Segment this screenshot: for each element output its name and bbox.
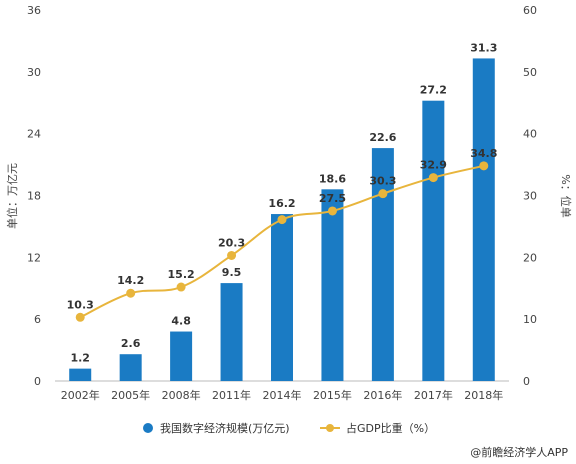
x-tick-label: 2014年 xyxy=(263,388,302,402)
y-tick-label-right: 20 xyxy=(523,251,537,264)
bar-data-label: 1.2 xyxy=(70,352,90,365)
bar-data-label: 18.6 xyxy=(319,172,346,185)
y-axis-title-left: 单位：万亿元 xyxy=(5,163,19,229)
line-data-label: 32.9 xyxy=(420,159,447,172)
line-data-label: 34.8 xyxy=(470,147,497,160)
line-point xyxy=(378,189,388,199)
line-data-label: 14.2 xyxy=(117,274,144,287)
axes: 0 6 12 18 24 30 36 0 10 20 30 40 50 60 2002年 2005年 2008年… xyxy=(27,4,537,402)
y-tick-label-left: 0 xyxy=(34,375,41,388)
legend-bar-label: 我国数字经济规模(万亿元) xyxy=(160,421,290,435)
x-tick-label: 2016年 xyxy=(363,388,402,402)
bar xyxy=(321,189,344,381)
line-data-label: 15.2 xyxy=(168,268,195,281)
line-point xyxy=(227,250,237,260)
y-tick-label-left: 6 xyxy=(34,313,41,326)
x-tick-label: 2002年 xyxy=(61,388,100,402)
y-tick-label-left: 12 xyxy=(27,251,41,264)
y-tick-label-right: 50 xyxy=(523,66,537,79)
legend-line-label: 占GDP比重（%） xyxy=(346,421,435,435)
bar xyxy=(69,368,92,381)
x-tick-label: 2018年 xyxy=(464,388,503,402)
line-point xyxy=(277,215,287,225)
line-data-label: 10.3 xyxy=(67,298,94,311)
y-tick-label-right: 30 xyxy=(523,190,537,203)
bar xyxy=(422,100,445,381)
bar-data-label: 27.2 xyxy=(420,84,447,97)
source-caption: @前瞻经济学人APP xyxy=(470,445,568,459)
line-data-label: 20.3 xyxy=(218,236,245,249)
y-tick-label-left: 36 xyxy=(27,4,41,17)
y-tick-label-left: 30 xyxy=(27,66,41,79)
y-tick-label-right: 0 xyxy=(523,375,530,388)
bar-data-label: 31.3 xyxy=(470,41,497,54)
line-series xyxy=(75,161,489,322)
line-point xyxy=(479,161,489,171)
bar-data-label: 4.8 xyxy=(171,315,191,328)
y-axis-title-right: %：位单 xyxy=(559,174,573,217)
bar xyxy=(472,58,495,382)
legend-bar-marker xyxy=(143,423,153,433)
bar xyxy=(220,283,243,381)
y-tick-label-left: 24 xyxy=(27,128,41,141)
x-tick-label: 2015年 xyxy=(313,388,352,402)
bar-data-label: 9.5 xyxy=(222,266,242,279)
bar xyxy=(119,354,142,381)
bar-data-label: 2.6 xyxy=(121,337,141,350)
bar-series xyxy=(69,58,495,382)
line-point xyxy=(428,173,438,183)
line-point xyxy=(126,288,136,298)
legend-line-dot xyxy=(326,424,334,432)
bar xyxy=(170,331,193,381)
bar-data-label: 16.2 xyxy=(268,197,295,210)
line-data-label: 27.5 xyxy=(319,192,346,205)
x-tick-label: 2011年 xyxy=(212,388,251,402)
line-point xyxy=(75,312,85,322)
bar xyxy=(371,148,394,381)
data-labels: 1.2 2.6 4.8 9.5 16.2 18.6 22.6 27.2 31.3 10.3 14.2… xyxy=(67,41,498,364)
x-tick-label: 2017年 xyxy=(414,388,453,402)
line-data-label: 30.3 xyxy=(369,175,396,188)
legend: 我国数字经济规模(万亿元) 占GDP比重（%） xyxy=(143,421,435,435)
y-tick-label-right: 60 xyxy=(523,4,537,17)
x-tick-label: 2008年 xyxy=(162,388,201,402)
y-tick-label-left: 18 xyxy=(27,190,41,203)
line-point xyxy=(327,206,337,216)
x-tick-label: 2005年 xyxy=(111,388,150,402)
y-tick-label-right: 40 xyxy=(523,128,537,141)
bar xyxy=(271,214,293,381)
bar-data-label: 22.6 xyxy=(369,131,396,144)
y-tick-label-right: 10 xyxy=(523,313,537,326)
line-point xyxy=(176,282,186,292)
